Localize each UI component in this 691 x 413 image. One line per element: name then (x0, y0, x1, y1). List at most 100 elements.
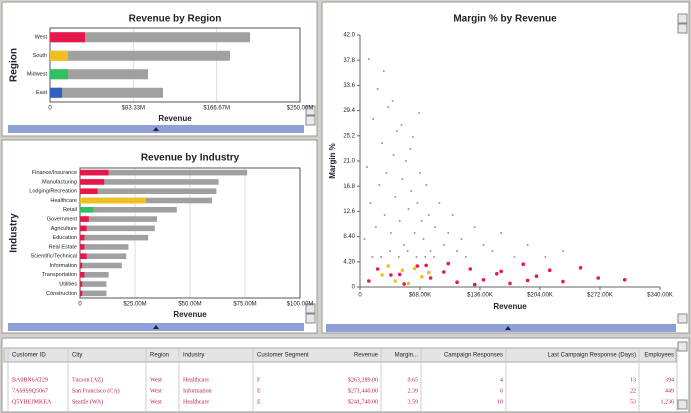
x-tick-label: $166.67M (203, 106, 230, 112)
bar (80, 244, 129, 250)
highlight-bar (50, 50, 68, 61)
bar (80, 290, 107, 297)
x-tick-label: $272.00K (587, 293, 613, 299)
table-cell: 13 (630, 377, 636, 383)
table-cell: Seattle (WA) (72, 398, 103, 405)
table-cell: $241,740.00 (348, 398, 378, 405)
scatter-point (394, 196, 397, 198)
scatter-point (500, 232, 503, 234)
scatter-point (392, 154, 395, 156)
scroll-button[interactable] (677, 13, 688, 24)
scatter-point (374, 226, 377, 228)
y-tick-label: 21.0 (343, 159, 355, 165)
scroll-button[interactable] (677, 399, 688, 410)
table-cell: Healthcare (183, 399, 209, 405)
scatter-point (468, 267, 473, 271)
scatter-point (578, 266, 583, 270)
x-tick-label: 0 (358, 293, 362, 299)
caret (505, 326, 511, 330)
bar (80, 281, 107, 287)
scatter-point (424, 263, 428, 268)
y-tick-label: 16.8 (343, 184, 355, 190)
y-tick-label: South (33, 53, 47, 59)
scroll-button[interactable] (677, 313, 688, 324)
scatter-point (387, 106, 390, 108)
zoom-button[interactable] (305, 303, 316, 314)
zoom-button[interactable] (305, 105, 316, 116)
caret (153, 325, 159, 329)
scatter-point (561, 250, 564, 252)
scatter-point (596, 276, 601, 280)
bar (80, 234, 149, 241)
scatter-point (434, 226, 436, 228)
y-tick-label: Retail (63, 207, 77, 213)
scatter-point (442, 270, 446, 274)
scroll-button[interactable] (305, 313, 316, 324)
scroll-button[interactable] (305, 115, 316, 126)
scatter-point (367, 58, 370, 60)
scatter-point (369, 202, 372, 204)
bar (80, 179, 219, 185)
scatter-point (372, 118, 375, 120)
column-header[interactable]: Revenue (354, 353, 379, 359)
scatter-point (464, 256, 467, 258)
highlight-bar (80, 262, 83, 269)
bar (50, 32, 250, 43)
scatter-point (389, 250, 391, 252)
highlight-bar (80, 234, 85, 241)
scatter-point (456, 250, 459, 252)
scatter-point (366, 166, 369, 168)
bar (50, 50, 230, 61)
scatter-point (455, 280, 459, 285)
scatter-point (494, 272, 499, 276)
x-tick-label: $50.00M (178, 302, 201, 308)
scatter-point (526, 244, 529, 246)
collapse-bar[interactable] (326, 324, 676, 332)
scatter-point (385, 172, 388, 174)
column-header[interactable]: Region (150, 353, 169, 359)
scatter-point (425, 184, 428, 186)
y-tick-label: East (36, 90, 47, 96)
highlight-bar (80, 207, 94, 213)
highlight-bar (80, 253, 87, 259)
table-cell: 449 (665, 388, 674, 394)
column-header[interactable]: City (72, 353, 82, 359)
scatter-point (382, 70, 385, 72)
y-tick-label: Education (53, 235, 77, 241)
scatter-point (446, 261, 451, 266)
table-cell: 1,236 (661, 399, 675, 405)
table-cell: West (150, 388, 162, 394)
table-cell: Tucson (AZ) (72, 376, 103, 383)
table-cell: 6 (500, 388, 503, 394)
column-header[interactable]: Industry (183, 353, 204, 359)
highlight-bar (80, 290, 83, 297)
y-tick-label: 33.6 (343, 83, 355, 89)
scroll-button[interactable] (677, 341, 688, 352)
scatter-point (404, 160, 407, 162)
table-cell: Q5YBEJMKEA (12, 399, 52, 405)
scatter-point (407, 208, 410, 210)
column-header[interactable]: Campaign Responses (444, 353, 503, 359)
column-header[interactable]: Customer ID (12, 353, 46, 359)
y-tick-label: Agriculture (51, 226, 77, 232)
y-axis-label: Margin % (328, 143, 337, 179)
scatter-point (367, 279, 371, 283)
column-header[interactable]: Last Campaign Response (Days) (548, 353, 636, 359)
scatter-point (401, 178, 404, 180)
region-panel (1, 1, 318, 137)
column-header[interactable]: Customer Segment (257, 353, 309, 359)
x-tick-label: $100.00M (287, 302, 314, 308)
scatter-point (521, 262, 526, 267)
y-tick-label: 8.40 (343, 234, 355, 240)
zoom-button[interactable] (677, 23, 688, 34)
column-header[interactable]: Margin... (395, 353, 419, 359)
scatter-point (473, 226, 476, 228)
table-cell: 2.39 (408, 388, 419, 394)
plot-frame (79, 167, 301, 299)
chart-title: Margin % by Revenue (453, 14, 557, 25)
table-cell: West (150, 399, 162, 405)
x-tick-label: $136.00K (467, 293, 493, 299)
column-header[interactable]: Employees (644, 353, 674, 359)
table-cell: 3.59 (408, 399, 419, 405)
